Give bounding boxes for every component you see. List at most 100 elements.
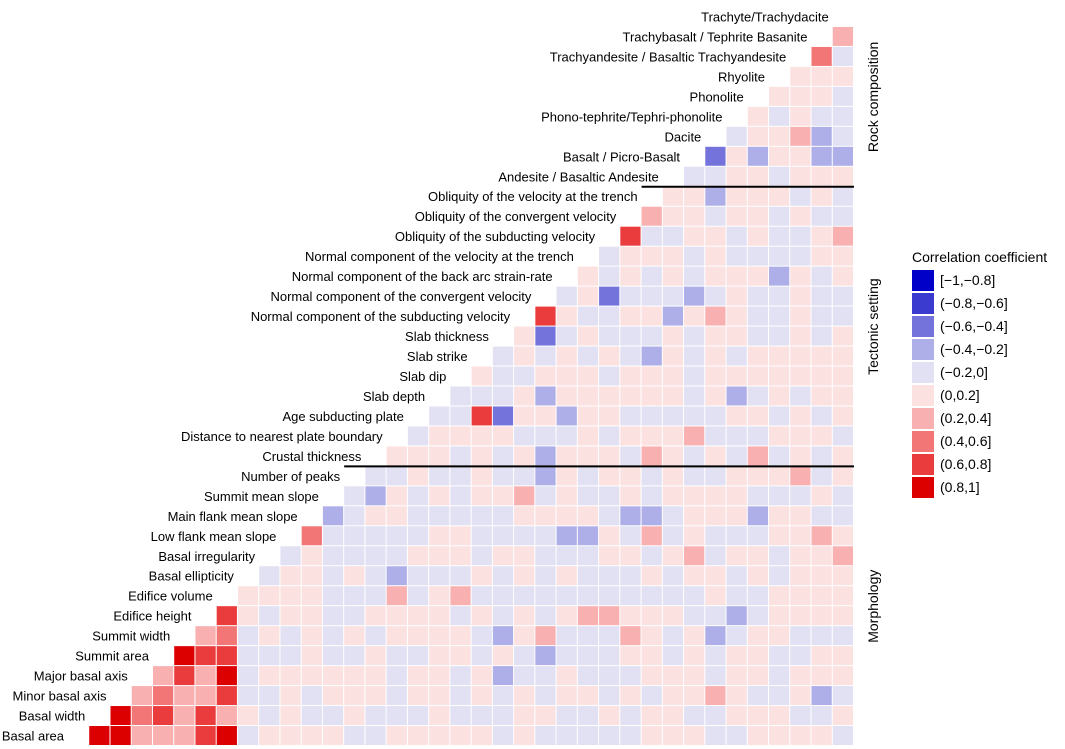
heatmap-cell: [599, 286, 620, 306]
heatmap-cell: [747, 466, 769, 486]
heatmap-cell: [769, 166, 790, 186]
heatmap-cell: [450, 526, 471, 546]
heatmap-cell: [811, 686, 832, 706]
heatmap-cell: [811, 46, 832, 66]
heatmap-cell: [790, 586, 811, 606]
heatmap-cell: [620, 286, 641, 306]
heatmap-cell: [769, 626, 790, 646]
heatmap-cell: [322, 726, 344, 745]
heatmap-cell: [89, 726, 110, 745]
heatmap-cell: [556, 346, 577, 366]
heatmap-cell: [237, 666, 259, 686]
heatmap-cell: [832, 46, 853, 66]
heatmap-cell: [322, 626, 344, 646]
heatmap-cell: [386, 546, 407, 566]
heatmap-cell: [556, 446, 577, 466]
heatmap-cell: [174, 686, 195, 706]
heatmap-cell: [790, 346, 811, 366]
heatmap-cell: [769, 546, 790, 566]
heatmap-cell: [811, 366, 832, 386]
heatmap-cell: [790, 326, 811, 346]
heatmap-cell: [386, 726, 407, 745]
heatmap-cell: [662, 306, 684, 326]
heatmap-cell: [301, 726, 322, 745]
heatmap-cell: [790, 686, 811, 706]
heatmap-cell: [790, 446, 811, 466]
heatmap-cell: [684, 646, 705, 666]
heatmap-cell: [790, 386, 811, 406]
heatmap-cell: [790, 186, 811, 206]
heatmap-cell: [832, 106, 853, 126]
heatmap-cell: [599, 606, 620, 626]
heatmap-cell: [577, 406, 599, 426]
heatmap-cell: [832, 86, 853, 106]
heatmap-cell: [577, 266, 599, 286]
heatmap-cell: [684, 406, 705, 426]
heatmap-cell: [641, 266, 662, 286]
heatmap-cell: [620, 666, 641, 686]
heatmap-cell: [535, 566, 556, 586]
heatmap-cell: [790, 106, 811, 126]
heatmap-cell: [514, 566, 535, 586]
heatmap-cell: [577, 526, 599, 546]
heatmap-cell: [322, 566, 344, 586]
heatmap-cell: [471, 606, 492, 626]
heatmap-cell: [535, 306, 556, 326]
heatmap-cell: [301, 626, 322, 646]
heatmap-cell: [492, 586, 514, 606]
heatmap-cell: [599, 546, 620, 566]
heatmap-cell: [726, 346, 747, 366]
heatmap-cell: [705, 506, 726, 526]
heatmap-cell: [259, 666, 280, 686]
row-label: Major basal axis: [34, 669, 128, 684]
row-label: Summit area: [75, 649, 149, 664]
heatmap-cell: [514, 646, 535, 666]
heatmap-cell: [662, 706, 684, 726]
heatmap-cell: [832, 566, 853, 586]
heatmap-cell: [684, 586, 705, 606]
heatmap-cell: [641, 526, 662, 546]
row-label: Trachyandesite / Basaltic Trachyandesite: [550, 49, 787, 64]
heatmap-cell: [747, 426, 769, 446]
heatmap-cell: [790, 506, 811, 526]
heatmap-cell: [344, 546, 365, 566]
heatmap-cell: [386, 666, 407, 686]
heatmap-cell: [216, 646, 237, 666]
heatmap-cell: [832, 26, 853, 46]
heatmap-cell: [471, 646, 492, 666]
heatmap-cell: [705, 366, 726, 386]
heatmap-cell: [684, 186, 705, 206]
heatmap-cell: [684, 246, 705, 266]
heatmap-cell: [556, 286, 577, 306]
legend-label: (0.4,0.6]: [940, 433, 991, 449]
heatmap-cell: [811, 466, 832, 486]
legend-label: (0.8,1]: [940, 479, 980, 495]
heatmap-cell: [662, 466, 684, 486]
heatmap-cell: [726, 706, 747, 726]
heatmap-cell: [556, 666, 577, 686]
heatmap-cell: [769, 266, 790, 286]
legend-swatch: [912, 477, 934, 498]
heatmap-cell: [535, 526, 556, 546]
heatmap-cell: [726, 586, 747, 606]
heatmap-cell: [620, 626, 641, 646]
heatmap-cell: [365, 466, 386, 486]
heatmap-cell: [705, 306, 726, 326]
heatmap-cell: [556, 726, 577, 745]
heatmap-cell: [259, 706, 280, 726]
heatmap-cell: [301, 646, 322, 666]
heatmap-cell: [726, 666, 747, 686]
heatmap-cell: [769, 126, 790, 146]
heatmap-cell: [747, 146, 769, 166]
heatmap-cell: [599, 326, 620, 346]
heatmap-cell: [386, 526, 407, 546]
heatmap-cell: [705, 706, 726, 726]
heatmap-cell: [237, 686, 259, 706]
heatmap-cell: [790, 546, 811, 566]
row-label: Phonolite: [690, 89, 744, 104]
heatmap-cell: [790, 666, 811, 686]
heatmap-cell: [535, 606, 556, 626]
heatmap-cell: [556, 626, 577, 646]
heatmap-cell: [322, 646, 344, 666]
